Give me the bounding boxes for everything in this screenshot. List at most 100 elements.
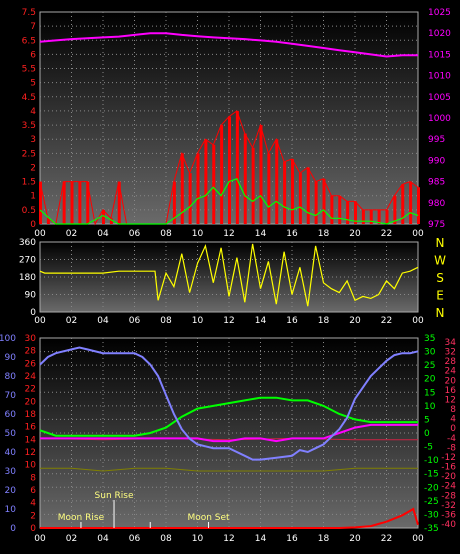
temperature-tick-14: -35 — [424, 524, 439, 534]
gust-bar-27 — [251, 147, 255, 224]
gust-bar-37 — [330, 195, 334, 224]
wind-direction-line — [39, 243, 419, 307]
gust-bar-30 — [275, 139, 279, 224]
gust-bar-6 — [86, 181, 90, 224]
direction-tick-3: 90 — [25, 291, 37, 301]
panel-3: 35302520151050-5-10-15-20-25-30-35343228… — [0, 334, 456, 544]
temperature-tick-7: 0 — [424, 429, 430, 439]
dewpoint-tick-2: 28 — [445, 357, 457, 367]
dewpoint-tick-5: 16 — [445, 386, 457, 396]
gust-bar-8 — [102, 209, 105, 224]
dewpoint-tick-13: -16 — [441, 463, 456, 473]
dewpoint-tick-4: 20 — [445, 376, 457, 386]
barometer-tick-7: 990 — [428, 156, 445, 166]
gust-bar-32 — [291, 158, 294, 224]
gust-bar-22 — [212, 144, 216, 224]
gust-bar-26 — [243, 133, 247, 224]
gust-bar-17 — [172, 181, 176, 224]
p1-x-tick-10: 20 — [349, 229, 361, 239]
dewpoint-tick-6: 12 — [445, 395, 456, 405]
windspeed-tick-4: 5.5 — [22, 65, 36, 75]
barometer-tick-1: 1020 — [428, 29, 451, 39]
gust-bar-40 — [354, 201, 357, 224]
gust-bar-35 — [314, 181, 318, 224]
dewpoint-tick-3: 24 — [445, 367, 457, 377]
windspeed-tick-15: 0 — [30, 220, 36, 230]
gust-bar-43 — [377, 209, 381, 224]
p1-x-tick-3: 06 — [129, 229, 141, 239]
temperature-tick-3: 20 — [424, 375, 436, 385]
gust-bar-18 — [180, 153, 184, 224]
temperature-tick-9: -10 — [424, 456, 439, 466]
p2-x-tick-4: 08 — [160, 316, 172, 326]
series-rainfall — [40, 507, 419, 529]
gust-bar-36 — [322, 178, 326, 224]
windspeed-tick-12: 1.5 — [22, 178, 36, 188]
rainfall-tick-13: 4 — [30, 499, 36, 509]
p1-x-tick-11: 22 — [381, 229, 392, 239]
temperature-tick-8: -5 — [424, 443, 433, 453]
rainfall-tick-9: 12 — [25, 448, 36, 458]
windspeed-tick-1: 7 — [30, 22, 36, 32]
series-indoor-temp — [39, 437, 418, 441]
barometer-tick-4: 1005 — [428, 93, 451, 103]
gust-bar-39 — [346, 201, 350, 224]
windspeed-tick-7: 4 — [30, 107, 36, 117]
gust-bar-31 — [283, 161, 287, 224]
rainfall-tick-10: 10 — [25, 461, 37, 471]
annotation-1: Sun Rise — [95, 491, 134, 501]
gust-bar-34 — [306, 167, 310, 224]
gust-bar-28 — [259, 125, 263, 224]
dewpoint-tick-12: -12 — [441, 453, 456, 463]
p1-x-tick-1: 02 — [66, 229, 77, 239]
windspeed-tick-3: 6 — [30, 50, 36, 60]
windspeed-tick-6: 4.5 — [22, 93, 36, 103]
humidity-tick-2: 80 — [5, 372, 17, 382]
p2-x-tick-6: 12 — [223, 316, 234, 326]
barometer-tick-5: 1000 — [428, 114, 451, 124]
rainfall-tick-12: 6 — [30, 486, 36, 496]
dewpoint-tick-15: -24 — [441, 482, 456, 492]
annotation-0: Moon Rise — [58, 513, 105, 523]
windspeed-tick-5: 5 — [30, 79, 36, 89]
panel-1: 7.576.565.554.543.532.521.510.5010251020… — [22, 8, 452, 239]
temperature-tick-1: 30 — [424, 348, 436, 358]
windspeed-tick-2: 6.5 — [22, 36, 36, 46]
temperature-tick-10: -15 — [424, 470, 439, 480]
dewpoint-tick-8: 4 — [450, 415, 456, 425]
p1-x-tick-6: 12 — [223, 229, 234, 239]
dewpoint-tick-9: 0 — [450, 424, 456, 434]
dewpoint-tick-19: -40 — [441, 520, 456, 530]
series-humidity — [39, 346, 419, 461]
dewpoint-tick-10: -4 — [447, 434, 456, 444]
p1-x-tick-2: 04 — [97, 229, 109, 239]
dewpoint-tick-11: -8 — [447, 443, 456, 453]
gust-bar-0 — [39, 181, 42, 224]
p2-x-tick-11: 22 — [381, 316, 392, 326]
barometer-tick-10: 975 — [428, 220, 445, 230]
compass-tick-1: W — [434, 254, 446, 268]
gust-bar-29 — [267, 153, 271, 224]
p3-x-tick-2: 04 — [97, 534, 109, 544]
p3-x-tick-8: 16 — [286, 534, 298, 544]
p2-x-tick-9: 18 — [318, 316, 330, 326]
humidity-tick-3: 70 — [5, 391, 17, 401]
barometer-tick-2: 1015 — [428, 50, 451, 60]
compass-tick-0: N — [436, 236, 445, 250]
direction-tick-1: 270 — [19, 256, 36, 266]
rainfall-tick-11: 8 — [30, 473, 36, 483]
temperature-tick-12: -25 — [424, 497, 439, 507]
humidity-tick-8: 20 — [5, 486, 17, 496]
dewpoint-tick-14: -20 — [441, 472, 456, 482]
p3-x-tick-1: 02 — [66, 534, 77, 544]
gust-bar-47 — [409, 181, 413, 224]
humidity-tick-4: 60 — [5, 410, 17, 420]
rainfall-tick-1: 28 — [25, 347, 37, 357]
windspeed-tick-11: 2 — [30, 163, 36, 173]
dewpoint-tick-16: -28 — [441, 491, 456, 501]
humidity-tick-10: 0 — [10, 524, 16, 534]
rainfall-tick-4: 22 — [25, 385, 36, 395]
barometer-tick-0: 1025 — [428, 8, 451, 18]
